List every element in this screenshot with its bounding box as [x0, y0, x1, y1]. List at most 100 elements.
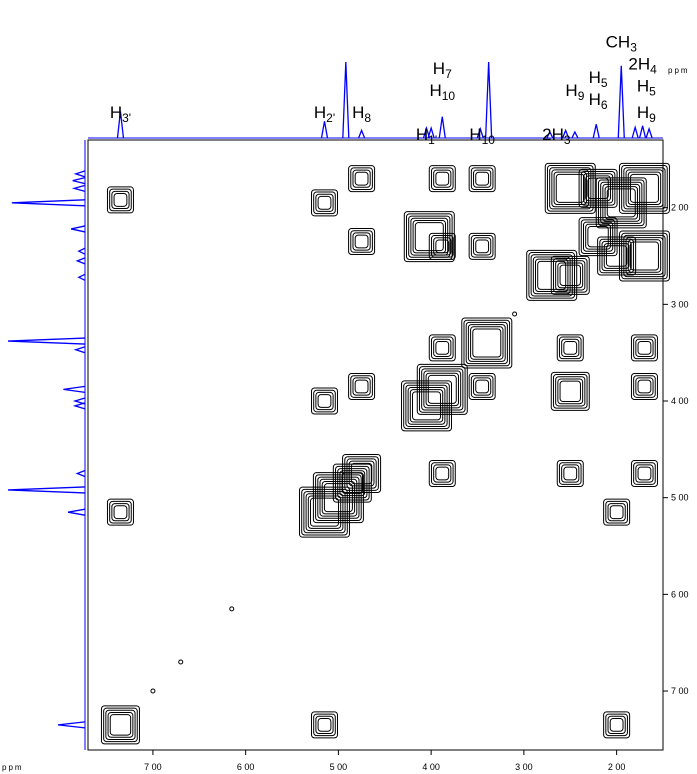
- cross-peak: [625, 237, 664, 275]
- cross-peak: [313, 713, 336, 737]
- cross-peak: [109, 500, 132, 524]
- x-tick-label: 5 00: [330, 762, 348, 772]
- cross-peak: [315, 715, 334, 734]
- cross-peak: [350, 375, 373, 398]
- cross-peak: [430, 336, 454, 360]
- cross-peak: [106, 498, 134, 526]
- cross-peak: [430, 462, 454, 485]
- cross-peak: [473, 377, 492, 396]
- cross-peak: [352, 169, 371, 188]
- cross-peak: [467, 324, 506, 362]
- cross-peak: [555, 173, 585, 203]
- cross-peak: [348, 373, 376, 401]
- projection-peak: [342, 61, 350, 139]
- cross-peak: [470, 167, 494, 190]
- cross-peak: [423, 370, 462, 409]
- peak-label: H6: [589, 90, 608, 112]
- cross-peak: [561, 338, 580, 357]
- cross-peak: [559, 264, 581, 287]
- projection-peak: [71, 225, 86, 233]
- cross-peak: [552, 374, 588, 409]
- cross-peak: [435, 171, 450, 186]
- projection-peak: [72, 397, 86, 405]
- cross-peak: [605, 713, 628, 737]
- cross-peak: [178, 659, 184, 665]
- peak-label: H10: [429, 81, 455, 103]
- cross-peak: [629, 241, 659, 271]
- cross-peak: [633, 462, 656, 485]
- cross-peak: [635, 377, 654, 396]
- cross-peak: [621, 165, 668, 212]
- y-tick-label: 2 00: [671, 203, 689, 213]
- cross-peak: [603, 711, 631, 739]
- cross-peak: [310, 711, 338, 739]
- cross-peak: [352, 232, 371, 251]
- cross-peak: [558, 462, 582, 485]
- peak-label: H10: [469, 125, 495, 147]
- cross-peak: [585, 223, 611, 250]
- projection-peak: [77, 273, 86, 281]
- cross-peak: [633, 336, 656, 360]
- cross-peak: [416, 363, 468, 415]
- projection-peak: [71, 184, 86, 192]
- cross-peak: [350, 462, 373, 485]
- plot-frame: [87, 139, 664, 751]
- cross-peak: [544, 162, 596, 214]
- cross-peak: [346, 458, 377, 489]
- cross-peak: [555, 260, 586, 291]
- cross-peak: [546, 165, 594, 212]
- cross-peak: [435, 340, 450, 355]
- projection-peak: [438, 116, 446, 139]
- cross-peak: [552, 258, 588, 293]
- cross-peak: [603, 498, 631, 526]
- projection-peak: [617, 65, 625, 139]
- y-tick-label: 6 00: [671, 589, 689, 599]
- cross-peak: [468, 232, 496, 260]
- cross-peak: [475, 239, 490, 254]
- cross-peak: [103, 707, 138, 743]
- cross-peak: [587, 225, 609, 248]
- cross-peak: [433, 237, 452, 256]
- projection-peak: [7, 337, 86, 345]
- projection-peak: [484, 61, 493, 139]
- cross-peak: [559, 380, 581, 403]
- cross-peak: [609, 505, 624, 520]
- cross-peak: [630, 373, 658, 401]
- cross-peak: [113, 193, 128, 207]
- projection-peak: [546, 130, 554, 139]
- cross-peak: [344, 456, 379, 491]
- cross-peak: [465, 321, 508, 365]
- projection-peak: [11, 199, 86, 207]
- cross-peak: [473, 169, 492, 188]
- y-tick-label: 3 00: [671, 299, 689, 309]
- cross-peak: [428, 334, 456, 362]
- cross-peak: [428, 165, 456, 193]
- peak-label: H9: [565, 81, 584, 103]
- y-tick-label: 7 00: [671, 686, 689, 696]
- cross-peak: [105, 709, 136, 740]
- cross-peak: [354, 379, 369, 394]
- cross-peak: [618, 162, 670, 214]
- cross-peak: [421, 368, 464, 411]
- peak-label: 2H4: [628, 55, 657, 77]
- cross-peak: [433, 338, 452, 357]
- cross-peak: [625, 169, 664, 208]
- cross-peak: [637, 340, 652, 355]
- peak-label: H2': [314, 103, 335, 125]
- cross-peak: [629, 173, 659, 203]
- cross-peak: [113, 505, 128, 520]
- projection-peak: [571, 130, 579, 139]
- projection-peak: [116, 111, 125, 139]
- peak-label: H9: [637, 103, 656, 125]
- cross-peak: [418, 366, 466, 413]
- cross-peak: [618, 230, 670, 282]
- cross-peak: [352, 377, 371, 396]
- x-tick-label: 4 00: [422, 762, 440, 772]
- projection-peak: [72, 402, 86, 410]
- cross-peak: [470, 326, 504, 360]
- cross-peak: [623, 167, 666, 210]
- cross-peak: [470, 235, 494, 258]
- projection-peak: [427, 125, 435, 139]
- projection-peak: [645, 126, 653, 139]
